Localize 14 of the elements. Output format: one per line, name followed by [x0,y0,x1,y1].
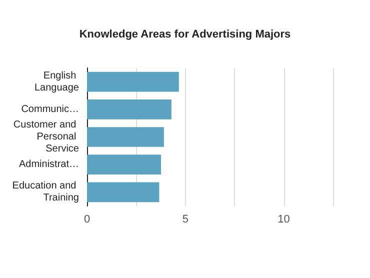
y-tick-label: Communic… [21,104,79,115]
bar [87,127,164,147]
x-tick-label: 0 [84,214,90,226]
bar [87,99,172,120]
bar [87,182,160,202]
y-tick-label: English Language [34,70,80,94]
y-tick-label: Customer and Personal Service [13,120,80,154]
x-tick-label: 10 [278,214,290,226]
chart-title: Knowledge Areas for Advertising Majors [79,28,291,40]
bar [87,154,161,175]
x-tick-label: 5 [182,214,188,226]
y-tick-label: Administrat… [18,159,79,170]
y-tick-label: Education and Training [12,180,79,204]
bar [87,72,179,92]
